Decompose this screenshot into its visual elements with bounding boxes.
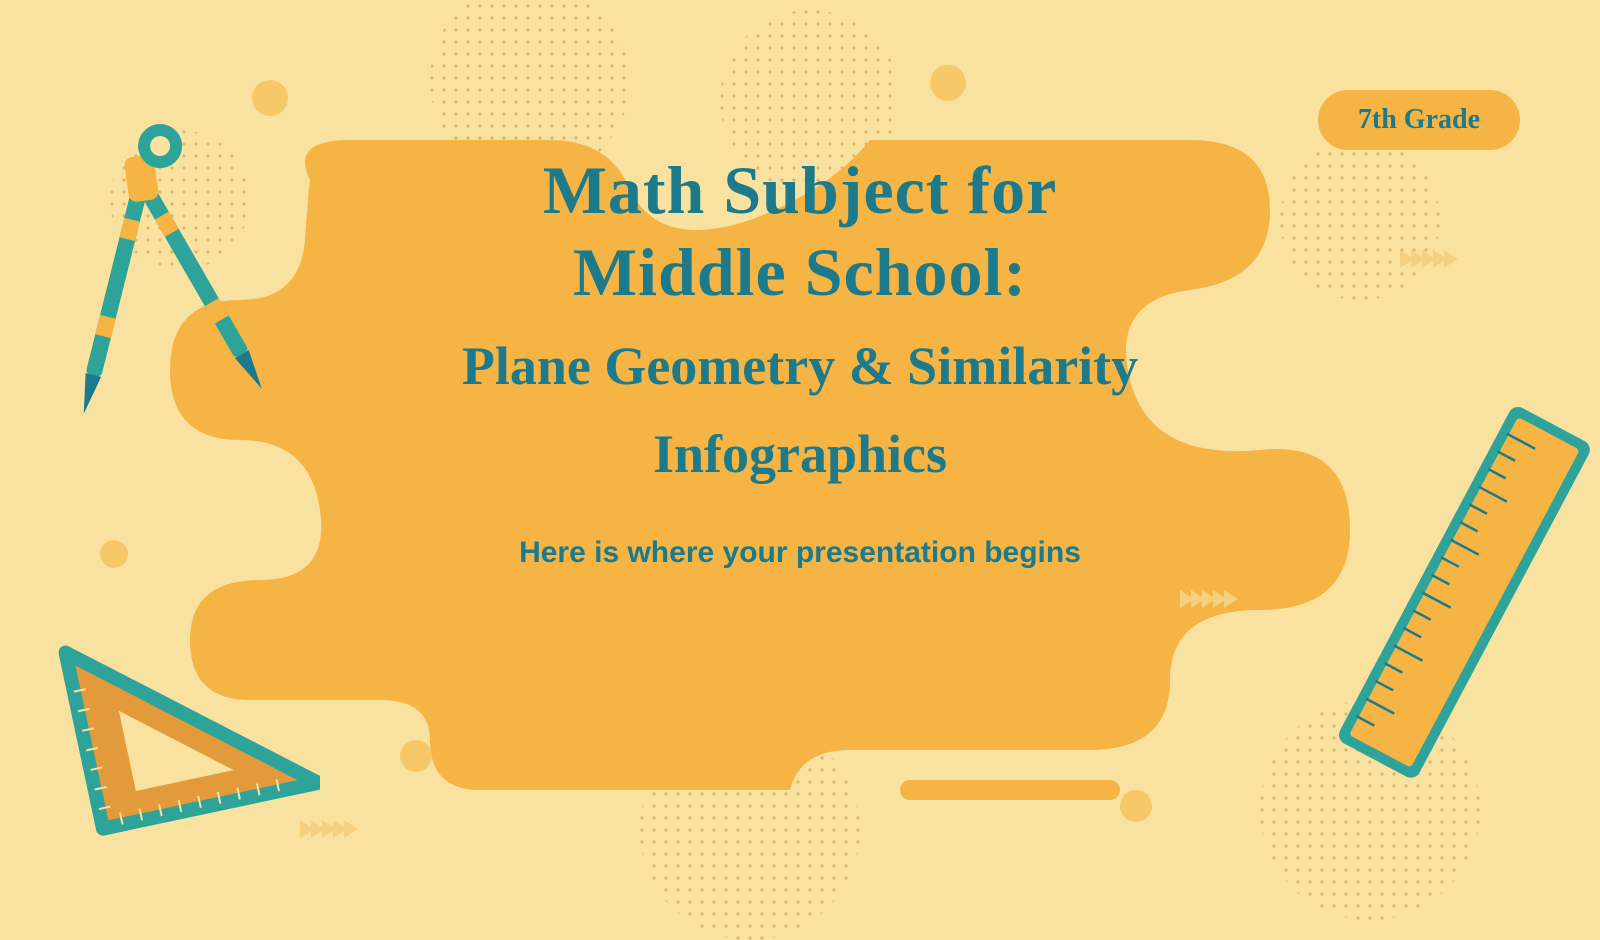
chevrons-1: [1400, 250, 1455, 273]
chevrons-2: [1180, 590, 1235, 613]
deco-circle-4: [400, 740, 432, 772]
title-line-4: Infographics: [300, 419, 1300, 489]
title-line-2: Middle School:: [300, 232, 1300, 314]
grade-badge: 7th Grade: [1318, 90, 1520, 150]
title-block: Math Subject for Middle School: Plane Ge…: [300, 150, 1300, 570]
title-line-1: Math Subject for: [300, 150, 1300, 232]
tagline: Here is where your presentation begins: [300, 536, 1300, 570]
deco-circle-5: [1120, 790, 1152, 822]
ruler-icon: [1330, 380, 1590, 800]
triangle-ruler-icon: [40, 570, 320, 850]
deco-circle-2: [930, 65, 966, 101]
compass-icon: [40, 100, 270, 450]
title-line-3: Plane Geometry & Similarity: [300, 331, 1300, 401]
deco-circle-3: [100, 540, 128, 568]
